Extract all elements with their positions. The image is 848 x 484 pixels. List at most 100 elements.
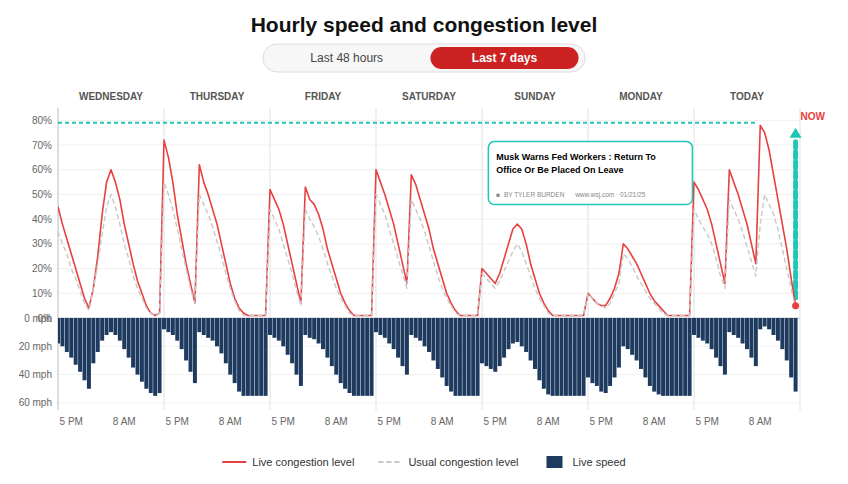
bar <box>458 318 462 396</box>
y-tick-label: 70% <box>32 140 52 151</box>
day-label: SATURDAY <box>402 91 456 102</box>
bar <box>405 318 409 375</box>
bar <box>626 318 630 349</box>
bar <box>732 318 736 335</box>
y-tick-label: 20 mph <box>19 341 52 352</box>
bar <box>361 318 365 396</box>
bar <box>546 318 550 394</box>
bar <box>286 318 290 355</box>
legend-label: Live speed <box>572 456 625 468</box>
bar <box>635 318 639 360</box>
bar <box>91 318 95 363</box>
x-tick-label: 5 PM <box>166 416 189 427</box>
bar <box>378 318 382 335</box>
bar <box>493 318 497 372</box>
legend-label: Live congestion level <box>252 456 354 468</box>
bar <box>343 318 347 389</box>
button-active <box>430 47 578 69</box>
bar <box>674 318 678 396</box>
y-tick-label: 20% <box>32 263 52 274</box>
bar <box>105 318 109 335</box>
bar <box>215 318 219 346</box>
bar <box>524 318 528 352</box>
bar <box>727 318 731 332</box>
bar <box>58 318 60 343</box>
bar <box>131 318 135 368</box>
grid-line <box>58 120 800 121</box>
bar <box>502 318 506 358</box>
bar <box>330 318 334 366</box>
bar <box>745 318 749 349</box>
bar <box>445 318 449 386</box>
x-tick-label: 8 AM <box>749 416 772 427</box>
bar <box>127 318 131 358</box>
bar <box>599 318 603 392</box>
bar <box>586 318 590 377</box>
bar <box>537 318 541 380</box>
bar <box>423 318 427 346</box>
bar <box>440 318 444 377</box>
bar <box>529 318 533 360</box>
bar <box>264 318 268 396</box>
x-tick-label: 8 AM <box>113 416 136 427</box>
y-tick-label: 60% <box>32 164 52 175</box>
bar <box>542 318 546 389</box>
bar <box>736 318 740 338</box>
lines <box>58 125 799 315</box>
bar <box>171 318 175 335</box>
bar <box>118 318 122 341</box>
bar <box>281 318 285 346</box>
bar <box>69 318 73 358</box>
bar <box>83 318 87 380</box>
x-tick-label: 8 AM <box>643 416 666 427</box>
day-label: WEDNESDAY <box>79 91 143 102</box>
legend: Live congestion levelUsual congestion le… <box>222 456 625 468</box>
bar <box>511 318 515 343</box>
x-tick-label: 5 PM <box>60 416 83 427</box>
day-label: SUNDAY <box>514 91 556 102</box>
reference-line <box>58 122 757 124</box>
y-tick-label: 40 mph <box>19 369 52 380</box>
legend-swatch <box>378 461 402 463</box>
bar <box>696 318 700 338</box>
bar <box>688 318 692 396</box>
bar <box>780 318 784 349</box>
bar <box>272 318 276 338</box>
bar <box>339 318 343 383</box>
bar <box>758 318 762 329</box>
grid-line <box>58 402 800 403</box>
grid-line <box>58 268 800 269</box>
bar <box>701 318 705 341</box>
bar <box>639 318 643 369</box>
bar <box>785 318 789 360</box>
bar <box>480 318 484 363</box>
bar <box>794 318 798 392</box>
grid-line <box>58 293 800 294</box>
line-series <box>58 125 796 315</box>
bar <box>590 318 594 383</box>
bar <box>153 318 157 396</box>
bar <box>719 318 723 366</box>
button-bar <box>263 44 585 72</box>
bar <box>789 318 793 377</box>
bar <box>268 318 272 335</box>
bar <box>679 318 683 396</box>
bar <box>184 318 188 360</box>
bar <box>113 318 117 335</box>
day-divider <box>58 108 59 410</box>
legend-swatch <box>222 461 246 463</box>
bar <box>692 318 696 335</box>
bar <box>462 318 466 396</box>
bar <box>608 318 612 386</box>
bar <box>144 318 148 389</box>
bar <box>573 318 577 396</box>
bar <box>471 318 475 396</box>
bar <box>370 318 374 396</box>
bar <box>498 318 502 366</box>
bar <box>414 318 418 338</box>
bar <box>303 318 307 335</box>
y-tick-label: 50% <box>32 189 52 200</box>
bar <box>74 318 78 365</box>
bar <box>767 318 771 329</box>
bar <box>219 318 223 353</box>
